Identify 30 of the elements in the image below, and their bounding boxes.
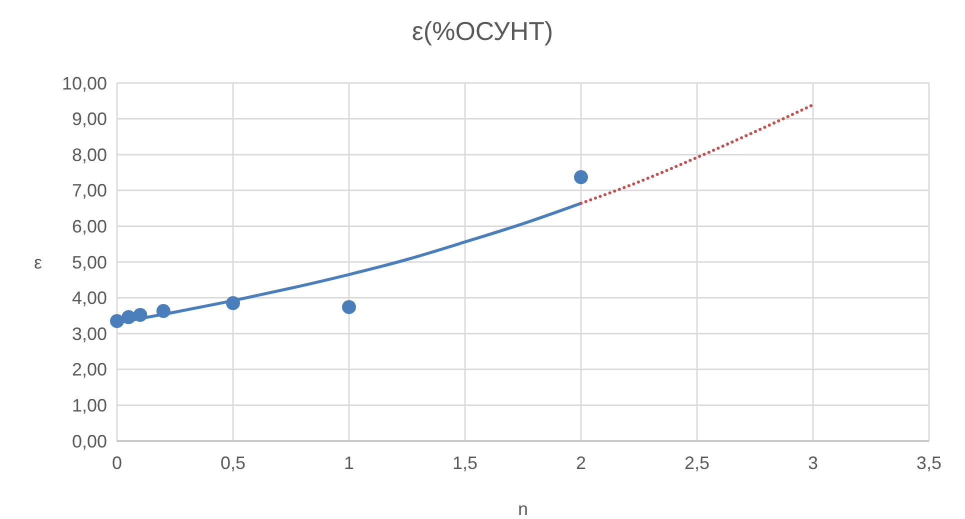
y-tick-label: 2,00 bbox=[72, 360, 107, 380]
y-tick-label: 10,00 bbox=[62, 73, 107, 94]
x-tick-label: 2 bbox=[576, 453, 586, 473]
y-tick-label: 5,00 bbox=[72, 252, 107, 272]
y-axis-title: ε bbox=[34, 252, 42, 272]
x-tick-label: 3 bbox=[808, 453, 818, 473]
point bbox=[342, 300, 356, 314]
y-tick-label: 4,00 bbox=[72, 288, 107, 308]
point bbox=[574, 170, 588, 184]
x-tick-label: 1 bbox=[344, 453, 354, 473]
x-tick-label: 0,5 bbox=[220, 453, 246, 473]
y-tick-label: 1,00 bbox=[72, 396, 107, 416]
y-tick-label: 7,00 bbox=[72, 180, 107, 201]
point bbox=[122, 310, 136, 324]
x-tick-label: 2,5 bbox=[684, 453, 710, 473]
x-tick-label: 3,5 bbox=[916, 453, 942, 473]
x-tick-label: 1,5 bbox=[452, 453, 478, 473]
line-series bbox=[580, 103, 814, 205]
chart-title: ε(%ОСУНТ) bbox=[412, 16, 554, 46]
point bbox=[133, 308, 148, 322]
x-tick-label: 0 bbox=[112, 453, 122, 473]
y-tick-label: 8,00 bbox=[72, 144, 107, 165]
point bbox=[110, 314, 124, 328]
y-tick-label: 3,00 bbox=[72, 324, 107, 344]
point bbox=[226, 296, 240, 310]
y-tick-label: 9,00 bbox=[72, 109, 107, 130]
y-tick-label: 0,00 bbox=[72, 431, 107, 452]
point bbox=[156, 304, 170, 318]
x-axis-title: n bbox=[518, 499, 528, 519]
y-tick-label: 6,00 bbox=[72, 216, 107, 236]
